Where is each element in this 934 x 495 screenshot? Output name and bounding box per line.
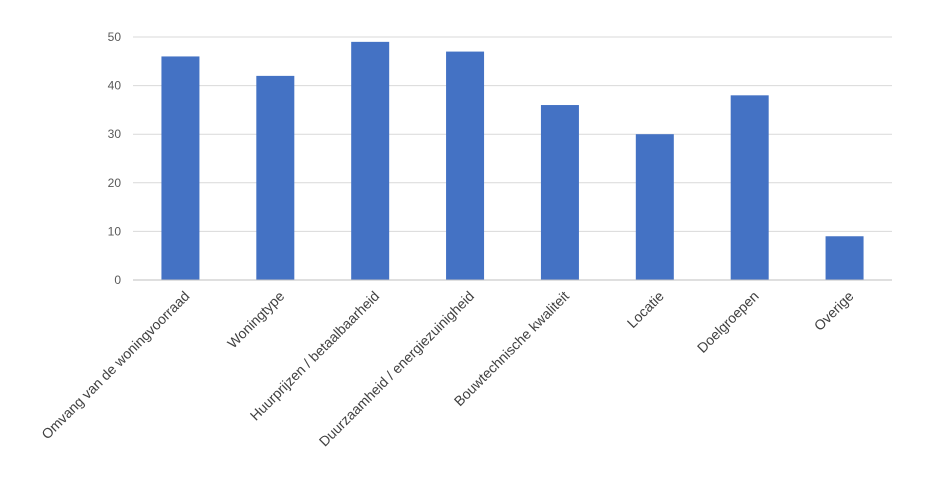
x-category-label: Duurzaamheid / energiezuinigheid: [316, 288, 478, 450]
y-tick-label: 30: [108, 127, 122, 141]
bar: [540, 105, 579, 280]
bar: [256, 75, 295, 280]
x-category-label: Locatie: [624, 288, 667, 331]
bar: [161, 56, 200, 280]
y-axis-tick-labels: 0 10 20 30 40 50: [108, 30, 122, 287]
y-tick-label: 50: [108, 30, 122, 44]
bar: [446, 51, 485, 280]
bars: [161, 41, 864, 280]
x-category-label: Woningtype: [224, 288, 288, 352]
y-tick-label: 10: [108, 224, 122, 238]
bar: [635, 134, 674, 280]
y-tick-label: 20: [108, 176, 122, 190]
x-category-label: Doelgroepen: [694, 288, 762, 356]
gridlines: [133, 36, 892, 232]
y-tick-label: 0: [114, 273, 121, 287]
bar: [825, 236, 864, 280]
y-tick-label: 40: [108, 79, 122, 93]
bar: [351, 41, 390, 280]
x-category-label: Overige: [811, 288, 857, 334]
x-category-label: Omvang van de woningvoorraad: [38, 288, 192, 442]
bar: [730, 95, 769, 280]
x-axis-category-labels: Omvang van de woningvoorraad WoningtypeHu…: [38, 288, 857, 450]
